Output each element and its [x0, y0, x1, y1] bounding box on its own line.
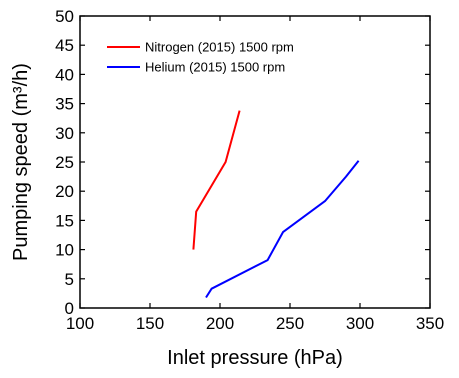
x-tick-label: 250 — [276, 314, 304, 333]
y-tick-label: 5 — [65, 270, 74, 289]
legend-label: Helium (2015) 1500 rpm — [145, 60, 285, 75]
x-axis-title: Inlet pressure (hPa) — [167, 347, 343, 369]
y-axis-ticks: 0 5 10 15 20 25 30 35 40 45 50 — [55, 7, 430, 318]
x-tick-label: 150 — [136, 314, 164, 333]
y-tick-label: 40 — [55, 65, 74, 84]
y-axis-title: Pumping speed (m³/h) — [10, 63, 32, 261]
y-tick-label: 35 — [55, 95, 74, 114]
y-tick-label: 10 — [55, 241, 74, 260]
x-tick-label: 350 — [416, 314, 444, 333]
y-tick-label: 15 — [55, 211, 74, 230]
series-layer — [192, 110, 360, 299]
y-tick-label: 50 — [55, 7, 74, 26]
series-line-helium — [205, 160, 360, 299]
x-axis-ticks: 100 150 200 250 300 350 — [66, 16, 444, 333]
x-tick-label: 100 — [66, 314, 94, 333]
series-line-nitrogen — [192, 110, 241, 250]
y-tick-label: 45 — [55, 36, 74, 55]
y-tick-label: 25 — [55, 153, 74, 172]
y-tick-label: 30 — [55, 124, 74, 143]
y-tick-label: 0 — [65, 299, 74, 318]
y-tick-label: 20 — [55, 182, 74, 201]
x-tick-label: 300 — [346, 314, 374, 333]
legend-label: Nitrogen (2015) 1500 rpm — [145, 40, 294, 55]
legend: Nitrogen (2015) 1500 rpm Helium (2015) 15… — [107, 40, 294, 75]
x-tick-label: 200 — [206, 314, 234, 333]
